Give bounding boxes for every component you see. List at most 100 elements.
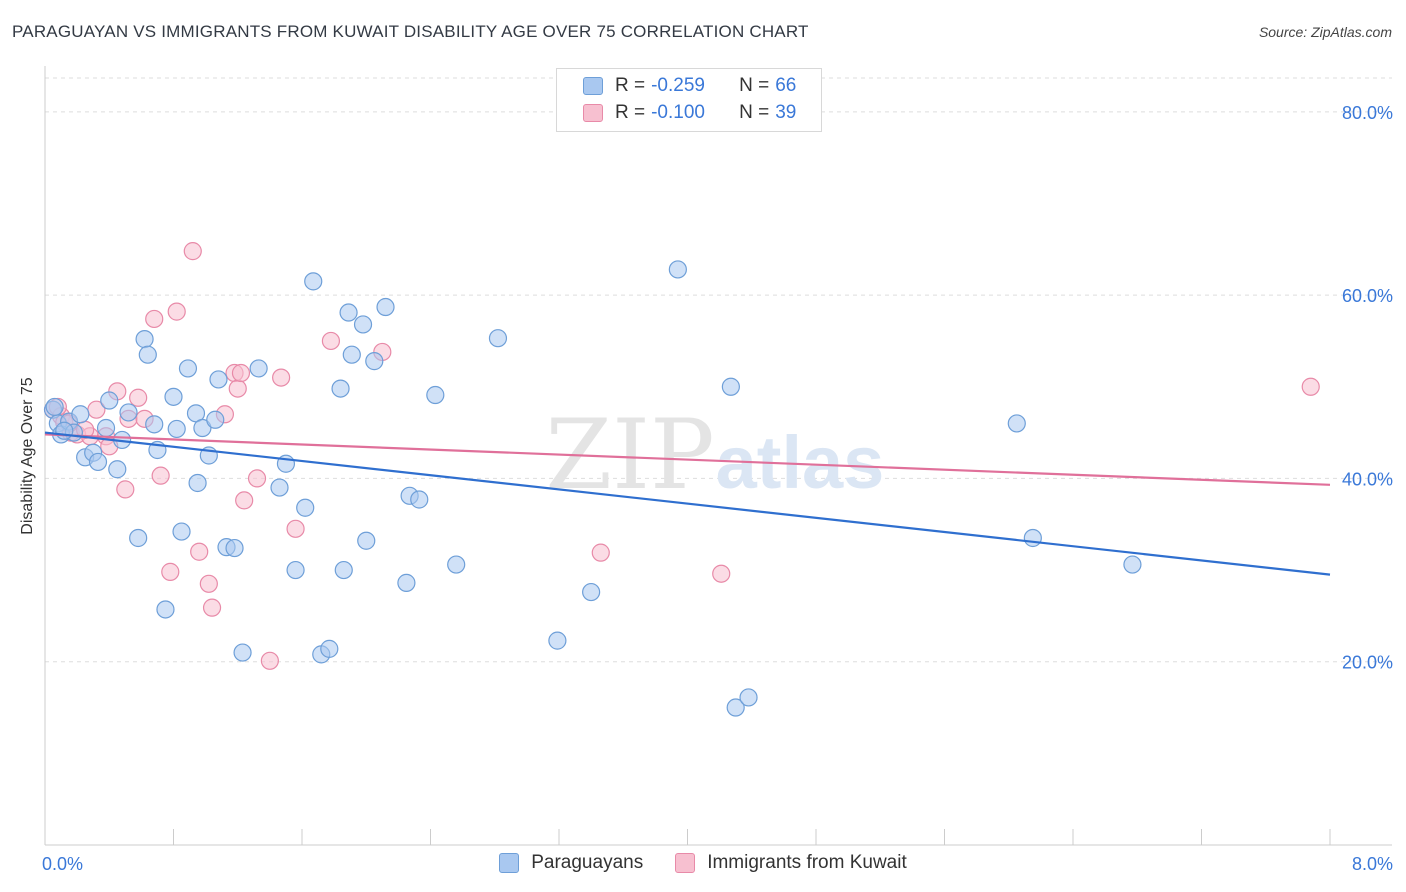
n-value: 66 <box>775 75 797 96</box>
series-legend: Paraguayans Immigrants from Kuwait <box>0 852 1406 874</box>
kuwait-point <box>712 564 731 583</box>
paraguayan-point <box>206 410 225 429</box>
legend-row-paraguayans: R = -0.259 N = 66 <box>583 74 796 98</box>
paraguayan-point <box>1007 414 1026 433</box>
chart-title: PARAGUAYAN VS IMMIGRANTS FROM KUWAIT DIS… <box>12 22 809 41</box>
paraguayan-point <box>1023 528 1042 548</box>
y-tick-label: 60.0% <box>1342 286 1393 306</box>
x-tick-label: 0.0% <box>42 854 83 874</box>
paraguayan-point <box>353 315 373 334</box>
kuwait-point <box>228 379 247 398</box>
r-value: -0.259 <box>651 75 705 96</box>
paraguayan-point <box>331 379 350 398</box>
paraguayan-point <box>334 560 353 580</box>
paraguayan-point <box>129 528 148 548</box>
kuwait-point <box>321 331 341 351</box>
source-label: Source: ZipAtlas.com <box>1258 24 1392 40</box>
kuwait-point <box>202 598 222 617</box>
paraguayan-point <box>365 352 384 371</box>
r-label: R = <box>615 75 646 96</box>
paraguayan-point <box>447 555 466 574</box>
kuwait-point <box>145 309 164 329</box>
kuwait-point <box>161 562 180 581</box>
legend-label: Paraguayans <box>531 852 644 873</box>
paraguayan-point <box>233 643 252 662</box>
kuwait-point <box>183 242 202 261</box>
paraguayan-point <box>156 600 175 619</box>
paraguayan-point <box>249 359 268 378</box>
kuwait-point <box>129 388 148 407</box>
paraguayan-point <box>357 531 376 550</box>
paraguayan-point <box>209 370 228 389</box>
tick-labels: 20.0% 40.0% 60.0% 80.0% 0.0% 8.0% <box>42 103 1393 874</box>
x-tick-label: 8.0% <box>1352 854 1393 874</box>
kuwait-point <box>286 519 305 538</box>
paraguayan-point <box>96 418 116 438</box>
paraguayan-point <box>164 387 183 406</box>
r-value: -0.100 <box>651 102 705 123</box>
paraguayan-point <box>167 419 186 439</box>
kuwait-point <box>190 542 209 561</box>
correlation-legend: R = -0.259 N = 66 R = -0.100 N = 39 <box>556 68 822 132</box>
kuwait-point <box>116 480 135 499</box>
kuwait-point <box>151 466 170 485</box>
y-tick-label: 20.0% <box>1342 653 1393 673</box>
kuwait-point <box>1301 377 1320 396</box>
trend-lines <box>44 431 1331 576</box>
paraguayan-point <box>488 329 508 348</box>
kuwait-point <box>235 491 254 510</box>
paraguayan-point <box>71 405 90 424</box>
paraguayan-point <box>582 582 601 602</box>
watermark: ZIP atlas <box>545 399 884 511</box>
legend-item-kuwait[interactable]: Immigrants from Kuwait <box>675 852 907 874</box>
paraguayan-point <box>304 272 323 291</box>
paraguayan-point <box>739 688 758 707</box>
r-label: R = <box>615 102 646 123</box>
paraguayan-point <box>342 345 361 364</box>
axes <box>44 66 1392 846</box>
paraguayan-point <box>178 359 198 378</box>
kuwait-point <box>199 574 218 593</box>
kuwait-point <box>272 368 291 387</box>
paraguayan-point <box>55 421 74 440</box>
paraguayan-point <box>119 403 138 422</box>
paraguayan-point <box>376 297 395 317</box>
pink-swatch <box>675 853 696 873</box>
paraguayan-point <box>286 560 305 580</box>
paraguayan-point <box>145 415 164 434</box>
paraguayan-point <box>1123 555 1142 574</box>
paraguayan-point <box>100 391 119 410</box>
paraguayan-point <box>726 698 745 717</box>
paraguayan-point <box>410 490 429 509</box>
blue-swatch <box>499 853 520 873</box>
points-paraguayans <box>43 260 1142 717</box>
paraguayan-point <box>548 631 567 650</box>
n-label: N = <box>739 75 770 96</box>
n-label: N = <box>739 102 770 123</box>
kuwait-point <box>260 651 279 670</box>
paraguayan-point <box>135 330 154 349</box>
paraguayan-trend-line <box>44 431 1331 576</box>
kuwait-point <box>231 363 251 383</box>
paraguayan-point <box>296 498 315 517</box>
paraguayan-point <box>721 377 740 396</box>
paraguayan-point <box>45 397 64 417</box>
legend-item-paraguayans[interactable]: Paraguayans <box>499 852 643 874</box>
paraguayan-point <box>270 478 289 497</box>
kuwait-point <box>591 543 610 562</box>
paraguayan-point <box>172 522 191 541</box>
paraguayan-point <box>108 460 127 479</box>
y-tick-label: 40.0% <box>1342 469 1393 489</box>
legend-label: Immigrants from Kuwait <box>707 852 907 873</box>
paraguayan-point <box>339 303 358 322</box>
n-value: 39 <box>775 102 797 123</box>
kuwait-point <box>167 302 186 321</box>
paraguayan-point <box>397 573 416 592</box>
paraguayan-point <box>188 473 207 493</box>
paraguayan-point <box>225 538 244 558</box>
paraguayan-point <box>88 452 108 472</box>
kuwait-point <box>247 469 267 488</box>
y-tick-label: 80.0% <box>1342 103 1393 123</box>
paraguayan-point <box>320 639 339 658</box>
